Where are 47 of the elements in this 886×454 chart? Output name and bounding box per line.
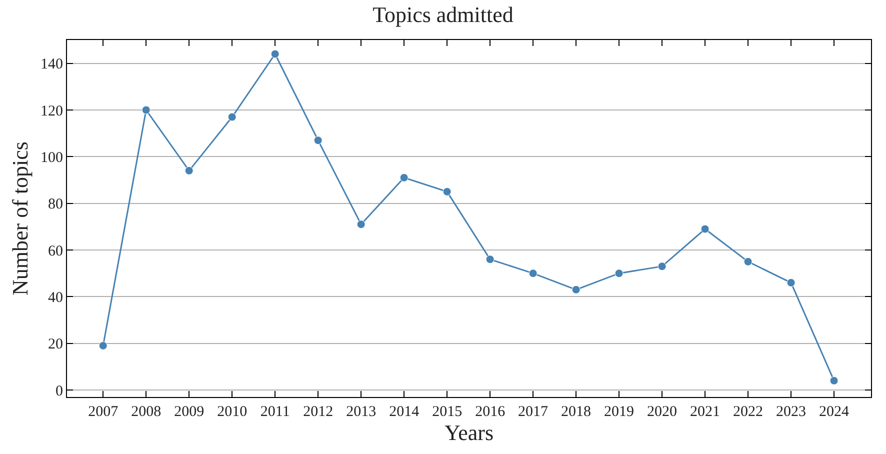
x-tick-label: 2008 [131, 404, 162, 420]
x-tick-label: 2013 [346, 404, 376, 420]
y-tick-label: 140 [40, 56, 63, 73]
point [744, 257, 752, 266]
point [572, 285, 580, 294]
x-tick-label: 2023 [776, 404, 806, 420]
point [142, 106, 150, 114]
point [658, 262, 666, 271]
x-tick-label: 2018 [561, 404, 592, 420]
y-axis-title: Number of topics [7, 142, 32, 296]
point [614, 269, 624, 278]
x-tick-label: 2012 [303, 404, 334, 420]
x-tick-label: 2014 [389, 404, 420, 420]
y-tick-label: 80 [48, 196, 63, 213]
point [184, 166, 194, 175]
x-tick-label: 2009 [174, 404, 204, 420]
point [356, 220, 366, 229]
point [270, 50, 280, 58]
x-tick-label: 2019 [604, 404, 634, 420]
x-tick-label: 2024 [819, 404, 850, 420]
y-tick-label: 40 [48, 290, 63, 306]
point [98, 341, 108, 350]
y-tick-label: 120 [40, 103, 63, 120]
y-tick-label: 100 [40, 150, 63, 166]
point [786, 278, 796, 287]
x-tick-label: 2020 [647, 404, 678, 420]
x-axis-title: Years [444, 420, 494, 445]
x-tick-label: 2010 [217, 404, 248, 420]
point [400, 173, 408, 182]
point [314, 136, 322, 145]
x-tick-label: 2016 [475, 404, 506, 420]
y-tick-label: 20 [48, 336, 63, 353]
chart-title: Topics admitted [372, 2, 514, 28]
x-tick-label: 2017 [518, 404, 549, 420]
x-tick-label: 2015 [432, 404, 462, 420]
point [486, 255, 494, 264]
x-tick-label: 2021 [690, 404, 720, 420]
point [528, 269, 538, 278]
y-tick-label: 0 [56, 383, 63, 400]
x-tick-label: 2011 [260, 404, 290, 420]
point [228, 112, 236, 122]
point [830, 376, 838, 385]
x-tick-label: 2022 [733, 404, 764, 420]
y-tick-label: 60 [48, 243, 63, 260]
x-tick-label: 2007 [88, 404, 119, 420]
point [700, 224, 710, 234]
point [442, 187, 452, 196]
